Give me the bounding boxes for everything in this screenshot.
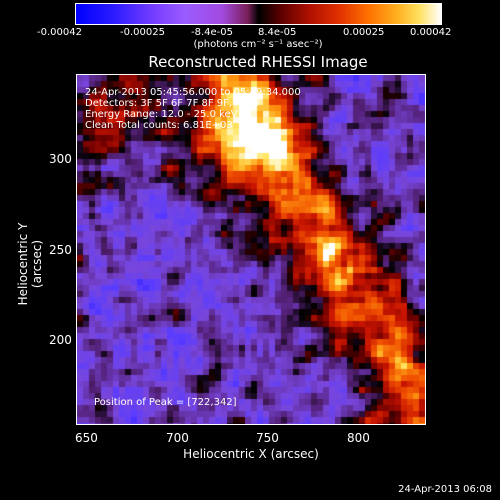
rhessi-image: 24-Apr-2013 05:45:56.000 to 05:49:34.000… <box>76 74 426 425</box>
peak-position: Position of Peak = [722,342] <box>94 397 237 408</box>
colorbar-tick-5: 0.00025 <box>343 27 385 38</box>
y-tick-300: 300 <box>49 152 72 166</box>
colorbar-units: (photons cm⁻² s⁻¹ asec⁻²) <box>193 39 323 50</box>
x-tick-700: 700 <box>166 431 189 445</box>
info-energy: Energy Range: 12.0 - 25.0 keV <box>85 109 238 120</box>
x-axis-title: Heliocentric X (arcsec) <box>183 447 319 461</box>
info-detectors: Detectors: 3F 5F 6F 7F 8F 9F, Att 0 <box>85 98 260 109</box>
y-axis-title: Heliocentric Y (arcsec) <box>16 222 44 306</box>
colorbar <box>75 3 442 25</box>
colorbar-tick-2: -0.00025 <box>120 27 165 38</box>
x-tick-750: 750 <box>256 431 279 445</box>
image-canvas <box>77 75 425 424</box>
info-time: 24-Apr-2013 05:45:56.000 to 05:49:34.000 <box>85 87 301 98</box>
colorbar-tick-4: 8.4e-05 <box>258 27 297 38</box>
y-tick-250: 250 <box>49 243 72 257</box>
y-tick-200: 200 <box>49 333 72 347</box>
info-clean: Clean Total counts: 6.81E+03 <box>85 120 233 131</box>
x-tick-800: 800 <box>347 431 370 445</box>
timestamp: 24-Apr-2013 06:08 <box>398 484 492 495</box>
x-tick-650: 650 <box>75 431 98 445</box>
plot-title: Reconstructed RHESSI Image <box>148 53 368 71</box>
colorbar-tick-3: -8.4e-05 <box>191 27 233 38</box>
colorbar-tick-1: -0.00042 <box>37 27 82 38</box>
colorbar-tick-6: 0.00042 <box>410 27 452 38</box>
